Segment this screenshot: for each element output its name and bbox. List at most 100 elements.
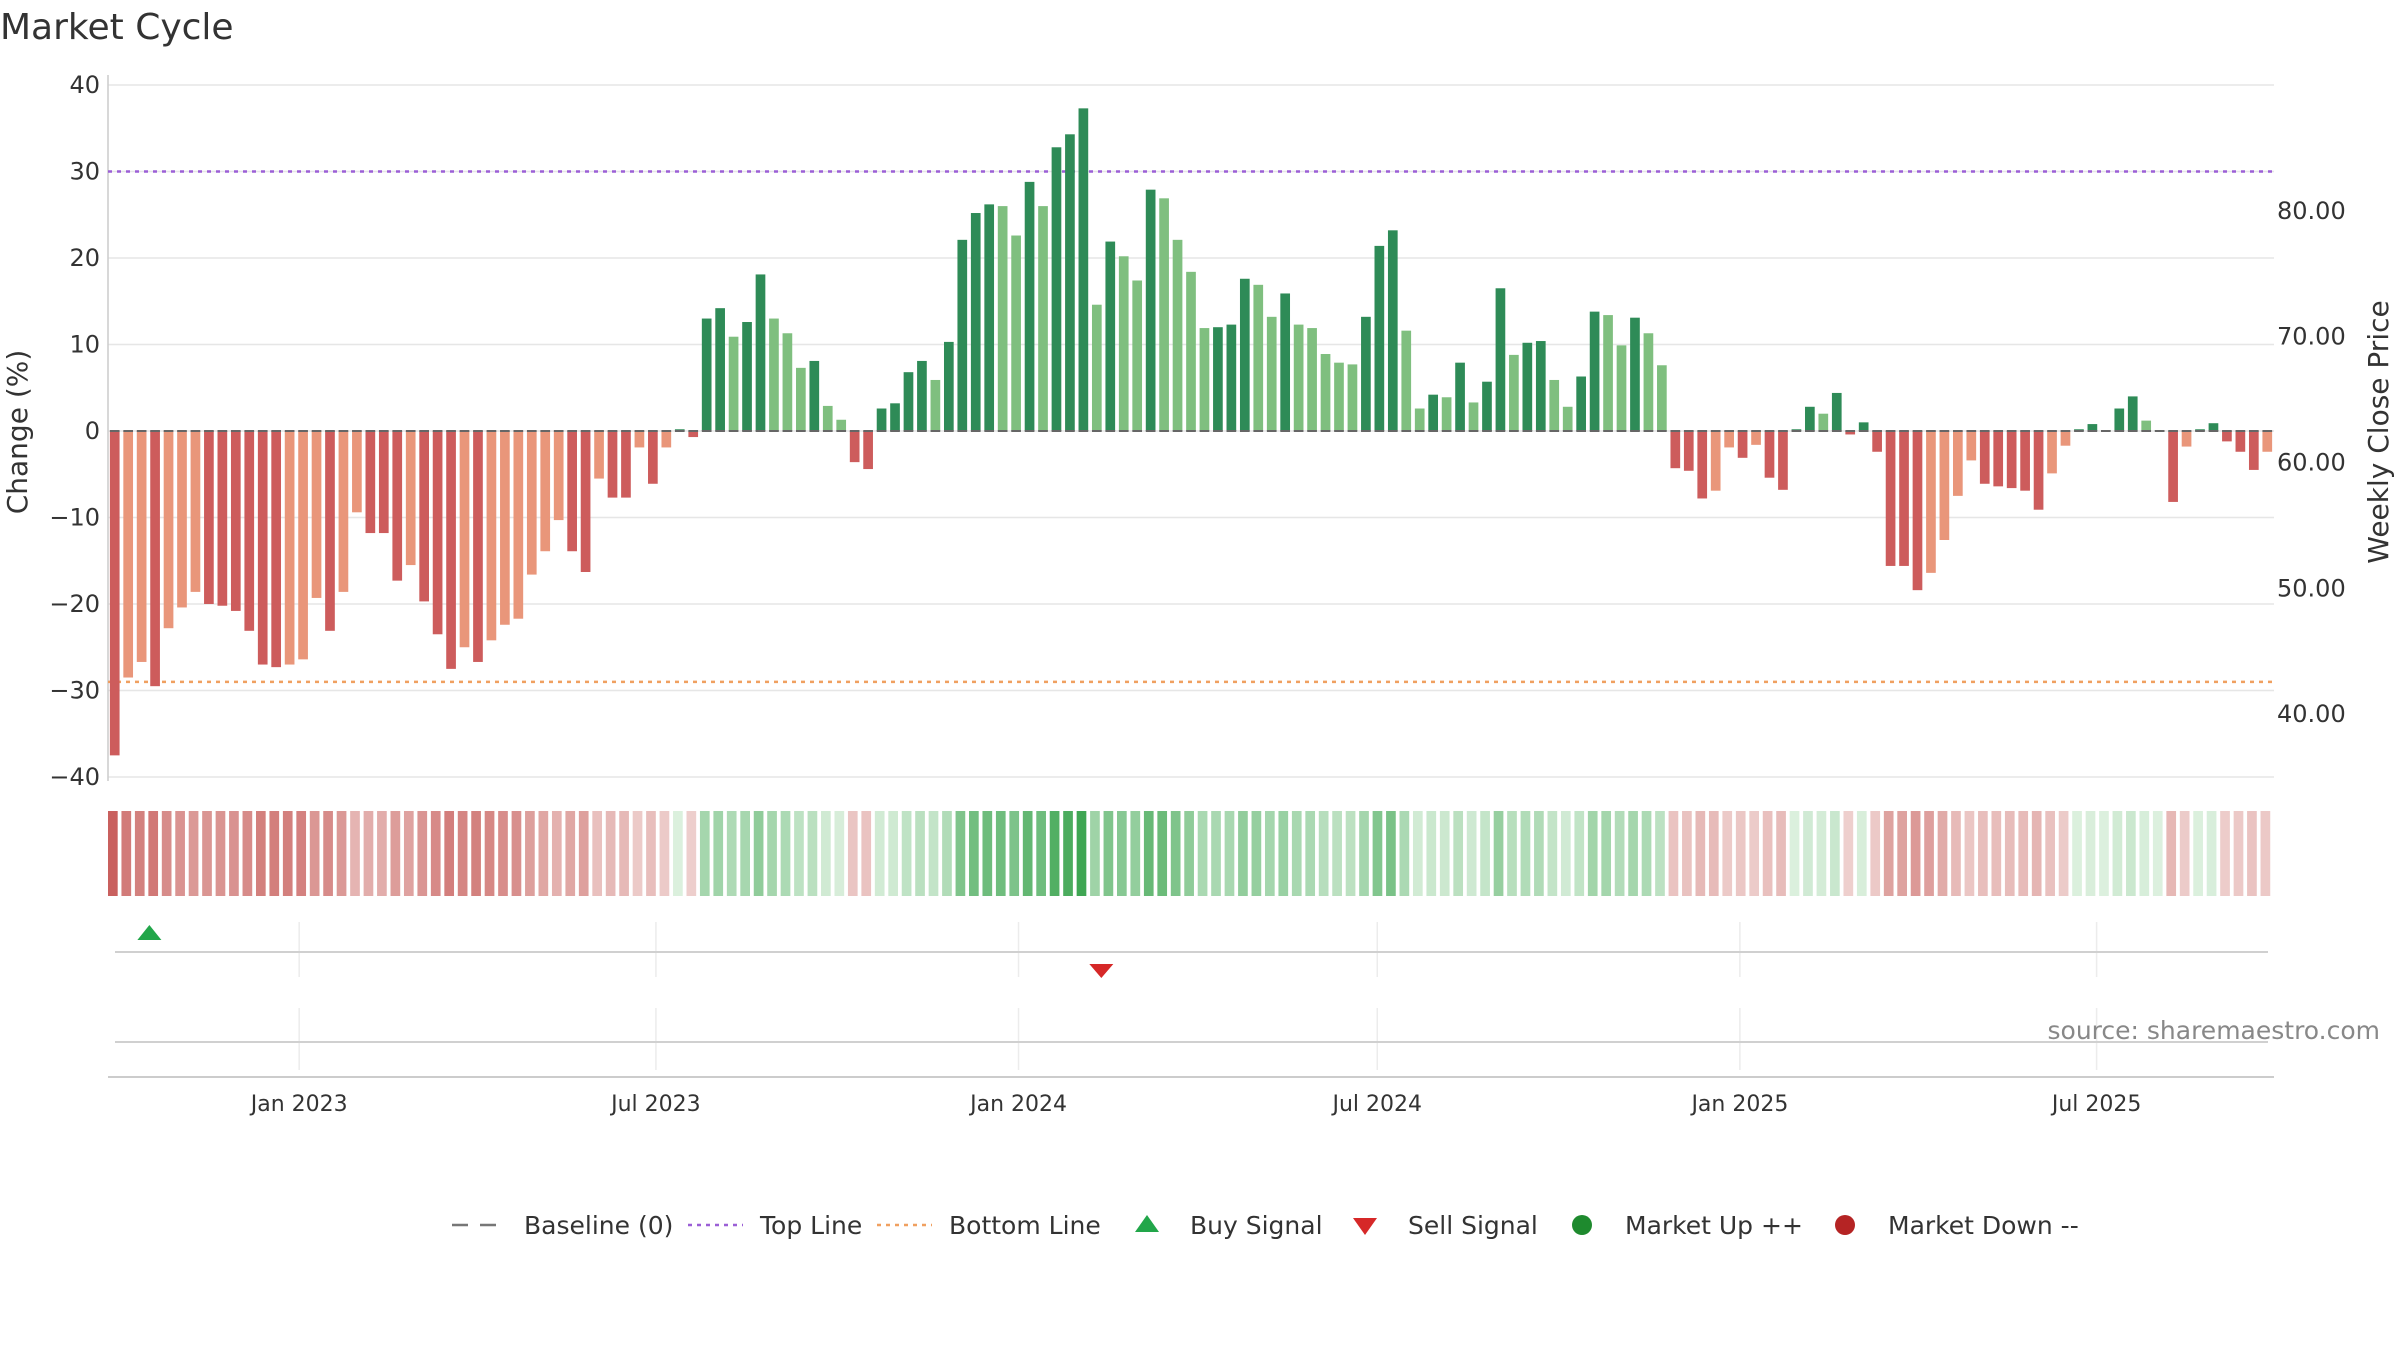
heat-cell <box>969 811 979 896</box>
change-bar <box>177 431 187 608</box>
change-bar <box>1078 108 1089 431</box>
change-bar <box>1320 354 1331 431</box>
heat-cell <box>1735 811 1746 896</box>
heat-cell <box>323 811 333 896</box>
heat-cell <box>2031 811 2042 896</box>
change-bar <box>1038 206 1048 431</box>
change-bar <box>1845 431 1856 435</box>
heat-cell <box>2139 811 2150 896</box>
change-bar <box>1831 392 1842 431</box>
heat-cell <box>646 811 656 896</box>
change-bar <box>2181 431 2192 447</box>
change-bar <box>1159 198 1169 431</box>
heat-cell <box>430 811 441 896</box>
heat-cell <box>336 811 347 896</box>
heat-cell <box>1117 811 1127 896</box>
heat-cell <box>619 811 629 896</box>
heat-cell <box>498 811 508 896</box>
heat-cell <box>2018 811 2029 896</box>
change-bar <box>1778 431 1788 490</box>
heat-strip <box>108 811 2271 896</box>
heat-cell <box>1453 811 1464 896</box>
heat-cell <box>1587 811 1598 896</box>
x-axis: Jan 2023 Jul 2023 Jan 2024 Jul 2024 Jan 2025… <box>108 1076 2274 1117</box>
change-bar <box>970 213 981 431</box>
heat-cell <box>1937 811 1948 896</box>
heat-cell <box>1991 811 2002 896</box>
heat-cell <box>659 811 670 896</box>
source-label: source: sharemaestro.com <box>2048 1016 2381 1045</box>
legend-swatch <box>1135 1215 1159 1232</box>
heat-cell <box>1641 811 1652 896</box>
change-bar <box>257 431 268 665</box>
heat-cell <box>255 811 266 896</box>
heat-cell <box>538 811 549 896</box>
heat-cell <box>1803 811 1813 896</box>
heat-cell <box>229 811 239 896</box>
change-bar <box>1105 241 1116 431</box>
heat-cell <box>1776 811 1786 896</box>
change-bar <box>392 431 403 581</box>
x-tick-label: Jul 2025 <box>2050 1092 2142 1117</box>
change-bar <box>567 431 577 552</box>
change-bar <box>1643 333 1654 431</box>
y-tick-label: 40 <box>69 71 100 99</box>
change-bar <box>876 408 887 431</box>
heat-cell <box>1507 811 1517 896</box>
heat-cell <box>390 811 401 896</box>
heat-cell <box>296 811 307 896</box>
heat-cell <box>726 811 737 896</box>
heat-cell <box>121 811 132 896</box>
y-tick-label: 20 <box>69 244 100 272</box>
change-bar <box>943 341 954 431</box>
heat-cell <box>565 811 576 896</box>
change-bar <box>1872 431 1882 452</box>
legend-swatch <box>1835 1215 1855 1235</box>
change-bar <box>1213 327 1223 431</box>
y2-tick-label: 50.00 <box>2277 574 2346 602</box>
change-bar <box>1805 406 1815 431</box>
heat-cell <box>982 811 993 896</box>
change-bar <box>1226 324 1237 431</box>
heat-cell <box>444 811 455 896</box>
change-bar <box>1953 431 1963 496</box>
heat-cell <box>1009 811 1020 896</box>
heat-cell <box>242 811 253 896</box>
heat-cell <box>753 811 764 896</box>
legend-swatch <box>1572 1215 1592 1235</box>
legend-item: Market Down -- <box>1835 1211 2079 1240</box>
change-bar <box>2020 431 2030 491</box>
y-tick-label: −10 <box>49 504 100 532</box>
change-bar <box>1253 284 1264 431</box>
change-bar <box>150 431 160 687</box>
heat-cell <box>551 811 562 896</box>
change-bar <box>446 431 456 669</box>
heat-cell <box>1372 811 1383 896</box>
sell-signal-marker <box>1089 964 1114 978</box>
signals-panel <box>115 922 2268 1070</box>
heat-cell <box>2045 811 2055 896</box>
heat-cell <box>632 811 643 896</box>
heat-cell <box>1897 811 1907 896</box>
change-bar <box>1724 431 1734 448</box>
change-bar <box>284 431 295 665</box>
change-bar <box>688 431 699 438</box>
heat-cell <box>1560 811 1571 896</box>
change-bar <box>1764 431 1775 478</box>
x-tick-label: Jan 2024 <box>968 1092 1067 1117</box>
heat-cell <box>847 811 858 896</box>
change-bar <box>1939 431 1950 540</box>
change-bar <box>836 419 847 431</box>
change-bar <box>1374 245 1385 431</box>
heat-cell <box>1090 811 1100 896</box>
change-bar <box>1428 394 1439 431</box>
heat-cell <box>834 811 845 896</box>
change-bar <box>1751 431 1761 445</box>
legend-item: Bottom Line <box>877 1211 1101 1240</box>
legend-item: Sell Signal <box>1353 1211 1538 1240</box>
change-bar <box>1549 379 1560 431</box>
change-bar <box>1630 317 1640 431</box>
legend-item: Top Line <box>688 1211 862 1240</box>
heat-cell <box>108 811 118 896</box>
heat-cell <box>1076 811 1087 896</box>
